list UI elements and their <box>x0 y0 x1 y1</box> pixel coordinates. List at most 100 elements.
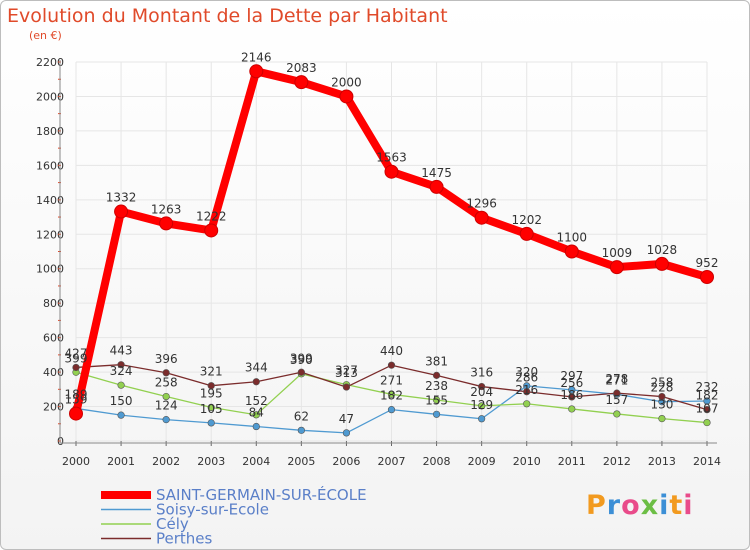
data-label: 1202 <box>511 213 542 227</box>
data-point <box>162 392 170 401</box>
x-tick-label: 2002 <box>152 455 180 468</box>
data-label: 399 <box>65 351 88 365</box>
y-tick-label: 800 <box>43 297 64 310</box>
x-tick-label: 2012 <box>603 455 631 468</box>
data-label: 313 <box>335 366 358 380</box>
data-point <box>342 383 351 391</box>
data-label: 150 <box>110 394 133 408</box>
data-point <box>207 403 215 412</box>
data-label: 316 <box>470 366 493 380</box>
data-label: 399 <box>290 351 313 365</box>
proxiti-logo: Proxiti <box>586 490 694 521</box>
y-tick-label: 2200 <box>36 56 64 69</box>
data-point <box>204 223 219 238</box>
data-point <box>387 406 396 414</box>
data-label: 286 <box>515 371 538 385</box>
data-label: 1296 <box>466 197 497 211</box>
data-point <box>523 388 531 396</box>
data-label: 204 <box>470 385 493 399</box>
data-label: 47 <box>339 412 354 426</box>
data-label: 2083 <box>286 61 317 75</box>
data-point <box>207 382 215 390</box>
data-point <box>658 392 666 401</box>
data-label: 62 <box>294 409 309 423</box>
data-point <box>564 244 579 259</box>
x-tick-label: 2007 <box>378 455 406 468</box>
data-point <box>523 400 531 408</box>
x-tick-label: 2001 <box>107 455 135 468</box>
data-label: 1563 <box>376 151 407 165</box>
y-tick-label: 1600 <box>36 159 64 172</box>
data-point <box>159 216 174 231</box>
data-point <box>703 418 711 427</box>
y-tick-label: 600 <box>43 332 64 345</box>
data-point <box>654 256 669 271</box>
data-label: 443 <box>110 344 133 358</box>
y-tick-label: 1000 <box>36 263 64 276</box>
data-point <box>478 402 486 410</box>
data-point <box>609 260 624 275</box>
data-label: 1222 <box>196 209 227 223</box>
y-tick-label: 1400 <box>36 194 64 207</box>
data-label: 390 <box>290 353 313 367</box>
data-point <box>117 381 125 389</box>
chart-title: Evolution du Montant de la Dette par Hab… <box>7 5 448 27</box>
data-point <box>162 369 170 377</box>
legend-label: Soisy-sur-Ecole <box>156 501 269 519</box>
data-label: 155 <box>425 393 448 407</box>
data-label: 1100 <box>557 231 588 245</box>
x-tick-label: 2011 <box>558 455 586 468</box>
data-point <box>249 64 264 79</box>
y-tick-label: 200 <box>43 401 64 414</box>
data-point <box>658 415 666 423</box>
data-point <box>117 411 125 419</box>
x-tick-label: 2013 <box>648 455 676 468</box>
data-point <box>432 396 441 404</box>
data-point <box>703 406 711 414</box>
y-tick-label: 2000 <box>36 90 64 103</box>
data-label: 182 <box>380 389 403 403</box>
data-label: 278 <box>605 372 628 386</box>
data-point <box>568 393 576 401</box>
x-tick-label: 2014 <box>693 455 721 468</box>
legend-label: Perthes <box>156 530 213 548</box>
data-label: 327 <box>335 364 358 378</box>
data-label: 195 <box>200 386 223 400</box>
data-label: 232 <box>696 380 719 394</box>
data-label: 258 <box>650 376 673 390</box>
data-point <box>384 164 399 179</box>
data-label: 1028 <box>647 243 678 257</box>
x-tick-label: 2008 <box>423 455 451 468</box>
data-label: 228 <box>650 381 673 395</box>
data-point <box>613 410 621 418</box>
data-point <box>162 416 170 424</box>
data-label: 1475 <box>421 166 452 180</box>
data-point <box>297 426 305 434</box>
data-point <box>252 422 260 431</box>
data-label: 1332 <box>106 191 137 205</box>
data-point <box>252 378 260 386</box>
data-point <box>474 210 489 225</box>
data-label: 256 <box>560 376 583 390</box>
data-label: 189 <box>65 387 88 401</box>
data-point <box>342 429 351 437</box>
data-point <box>387 390 396 398</box>
data-point <box>297 368 305 376</box>
data-label: 2146 <box>241 50 272 64</box>
data-point <box>429 179 444 194</box>
x-tick-label: 2009 <box>468 455 496 468</box>
data-label: 157 <box>605 393 628 407</box>
data-label: 238 <box>425 379 448 393</box>
data-label: 124 <box>155 399 178 413</box>
legend-label: Cély <box>156 515 189 533</box>
data-point <box>432 410 441 418</box>
data-label: 84 <box>249 406 264 420</box>
data-point <box>294 75 309 90</box>
x-tick-label: 2006 <box>332 455 360 468</box>
data-point <box>252 411 260 419</box>
data-label: 258 <box>155 376 178 390</box>
data-point <box>478 382 486 391</box>
data-label: 129 <box>470 398 493 412</box>
